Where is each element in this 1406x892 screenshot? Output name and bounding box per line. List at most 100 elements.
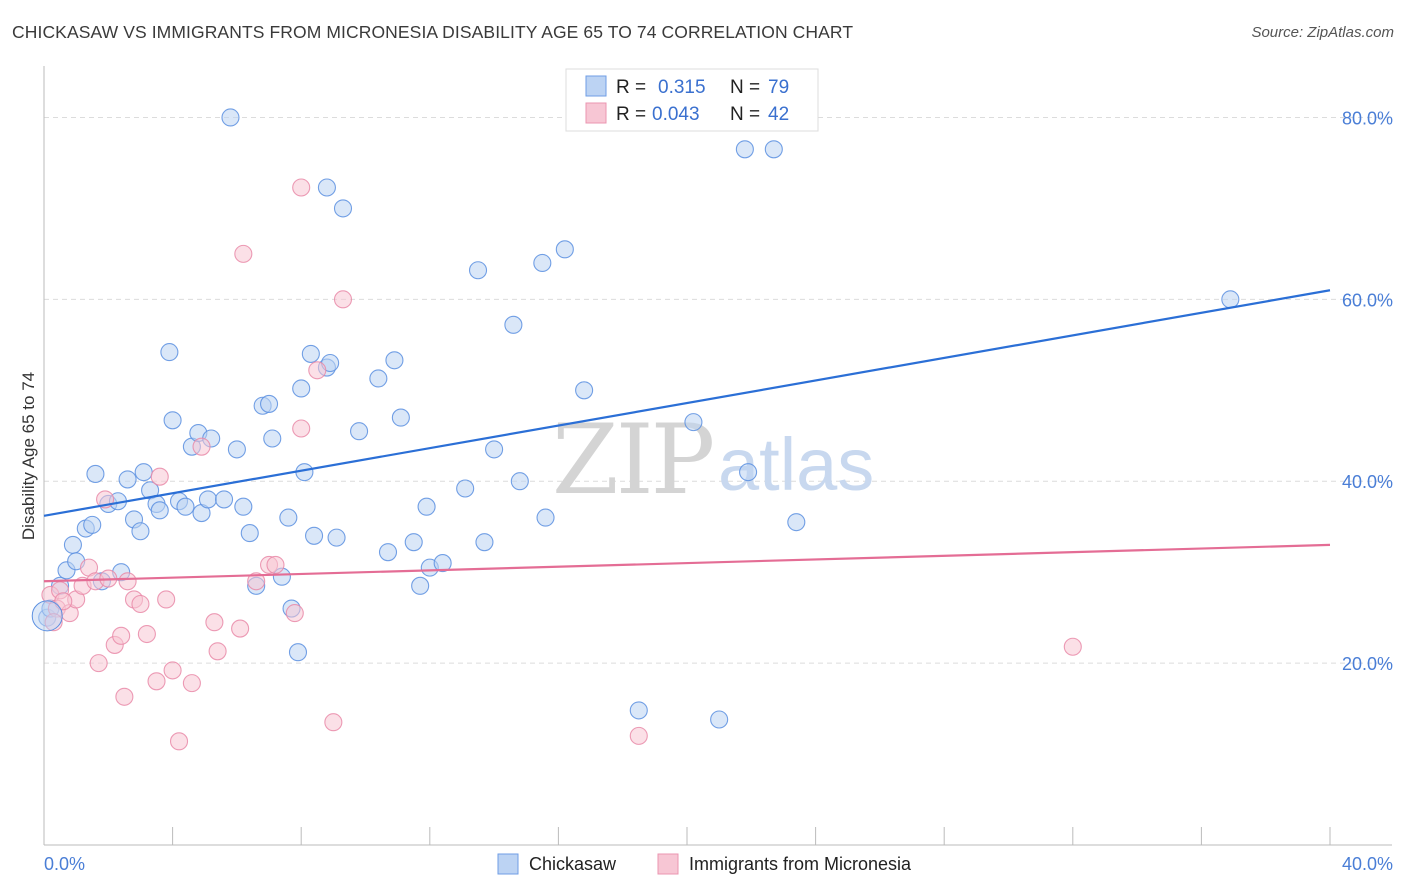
y-tick-labels: 20.0% 40.0% 60.0% 80.0% xyxy=(1342,108,1393,674)
data-point xyxy=(485,440,504,459)
legend-r-label-2: R = xyxy=(616,104,646,125)
y-tick-label: 40.0% xyxy=(1342,472,1393,492)
data-point xyxy=(131,522,150,541)
data-point xyxy=(192,437,211,456)
legend-r-value-1: 0.315 xyxy=(658,77,706,98)
data-point xyxy=(54,592,73,611)
data-point xyxy=(305,526,324,545)
x-tick-label: 0.0% xyxy=(44,854,85,874)
data-point xyxy=(266,555,285,574)
legend-n-value-2: 42 xyxy=(768,104,789,125)
data-point xyxy=(208,642,227,661)
axes xyxy=(43,66,1392,846)
trend-line-micronesia xyxy=(43,543,1331,583)
data-point xyxy=(787,513,806,532)
data-point xyxy=(115,687,134,706)
data-point xyxy=(118,470,137,489)
data-point xyxy=(385,351,404,370)
data-point xyxy=(234,497,253,516)
data-point xyxy=(169,732,189,751)
data-point xyxy=(629,726,648,745)
series-legend: Chickasaw Immigrants from Micronesia xyxy=(497,853,912,875)
data-point xyxy=(214,490,234,509)
data-point xyxy=(163,411,182,430)
data-point xyxy=(163,661,182,680)
data-point xyxy=(86,464,105,484)
data-point xyxy=(629,701,648,720)
correlation-legend: R = 0.315 N = 79 R = 0.043 N = 42 xyxy=(565,68,819,132)
data-point xyxy=(350,422,369,441)
data-point xyxy=(308,361,327,380)
data-point xyxy=(333,199,353,218)
data-point xyxy=(131,594,150,614)
data-point xyxy=(575,381,594,400)
data-point xyxy=(510,472,529,491)
data-point xyxy=(150,467,169,486)
data-point xyxy=(263,429,282,448)
legend-r-value-2: 0.043 xyxy=(652,104,700,125)
data-point xyxy=(404,533,423,552)
data-point xyxy=(378,543,398,562)
data-point-cluster xyxy=(31,600,63,632)
data-point xyxy=(536,508,555,527)
bottom-legend-label-micronesia: Immigrants from Micronesia xyxy=(689,854,912,874)
data-point xyxy=(118,572,137,591)
legend-box xyxy=(565,68,819,132)
gridlines xyxy=(44,116,1392,664)
data-point xyxy=(157,590,176,609)
data-point xyxy=(292,419,311,438)
bottom-legend-label-chickasaw: Chickasaw xyxy=(529,854,617,874)
data-point xyxy=(391,408,410,427)
source-credit: Source: ZipAtlas.com xyxy=(1251,24,1394,41)
data-point xyxy=(735,140,754,159)
data-point xyxy=(240,524,259,543)
data-point xyxy=(1063,637,1082,656)
data-point xyxy=(317,178,336,197)
trend-layer xyxy=(43,289,1331,583)
data-point xyxy=(288,643,308,662)
bottom-legend-swatch-micronesia xyxy=(657,853,679,875)
legend-n-label-2: N = xyxy=(730,104,760,125)
data-point xyxy=(1221,290,1240,309)
data-point xyxy=(475,533,494,552)
points-layer xyxy=(31,108,1240,751)
legend-n-label-1: N = xyxy=(730,77,760,98)
x-tick-labels: 0.0% 40.0% xyxy=(44,854,1393,874)
series-micronesia-points xyxy=(41,178,1082,751)
legend-swatch-chickasaw xyxy=(585,75,607,97)
data-point xyxy=(147,672,166,691)
data-point xyxy=(324,713,343,732)
data-point xyxy=(234,244,253,263)
data-point xyxy=(433,554,452,573)
watermark-atlas: atlas xyxy=(718,423,874,506)
trend-line-chickasaw xyxy=(43,289,1331,517)
data-point xyxy=(247,572,266,591)
data-point xyxy=(205,613,224,632)
data-point xyxy=(764,140,783,159)
data-point xyxy=(231,619,250,638)
data-point xyxy=(710,710,729,729)
data-point xyxy=(292,379,311,398)
data-point xyxy=(285,604,304,623)
y-tick-label: 20.0% xyxy=(1342,654,1393,674)
bottom-legend-swatch-chickasaw xyxy=(497,853,519,875)
watermark: ZIP atlas xyxy=(552,404,874,516)
data-point xyxy=(279,508,298,527)
data-point xyxy=(160,343,179,362)
data-point xyxy=(456,479,475,498)
data-point xyxy=(739,463,758,482)
data-point xyxy=(684,413,703,432)
data-point xyxy=(112,626,131,645)
data-point xyxy=(504,315,523,334)
data-point xyxy=(63,535,82,554)
data-point xyxy=(301,344,320,363)
data-point xyxy=(411,576,430,595)
legend-r-label-1: R = xyxy=(616,77,646,98)
y-tick-label: 80.0% xyxy=(1342,108,1393,128)
data-point xyxy=(533,253,552,273)
y-tick-label: 60.0% xyxy=(1342,290,1393,310)
data-point xyxy=(555,240,574,259)
data-point xyxy=(259,394,279,413)
x-tick-label: 40.0% xyxy=(1342,854,1393,874)
